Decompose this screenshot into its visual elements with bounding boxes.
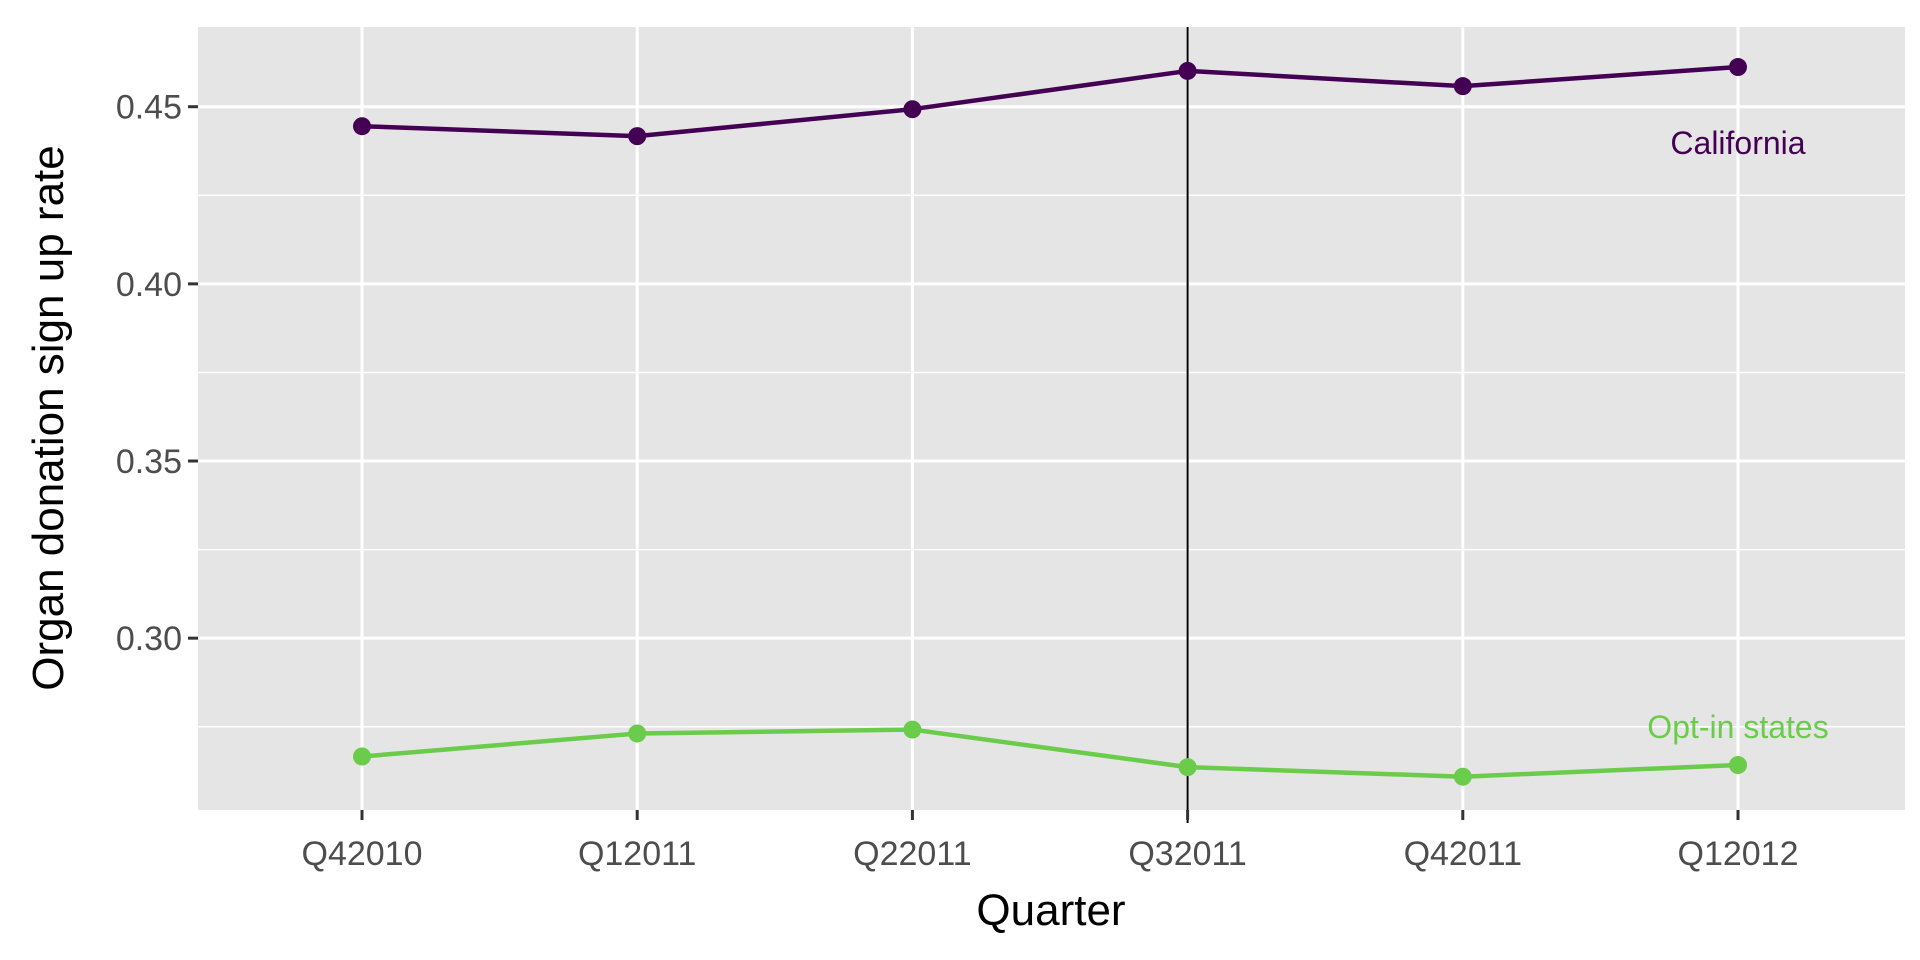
y-tick-label: 0.45 bbox=[116, 89, 182, 127]
series-label: Opt-in states bbox=[1647, 709, 1828, 745]
data-point bbox=[1453, 77, 1472, 96]
y-tick-label: 0.35 bbox=[116, 443, 182, 481]
x-tick-label: Q12011 bbox=[578, 835, 696, 873]
plot-panel bbox=[198, 27, 1905, 810]
x-axis-title: Quarter bbox=[976, 886, 1125, 935]
data-point bbox=[1178, 758, 1197, 777]
data-point bbox=[1178, 61, 1197, 80]
data-point bbox=[903, 100, 922, 119]
x-tick-label: Q42011 bbox=[1404, 835, 1522, 873]
y-tick-label: 0.40 bbox=[116, 266, 182, 304]
data-point bbox=[628, 127, 647, 146]
series-label: California bbox=[1670, 125, 1805, 161]
series-layer: California Opt-in states bbox=[353, 58, 1829, 786]
series-line bbox=[361, 727, 1739, 779]
y-axis-title: Organ donation sign up rate bbox=[24, 145, 73, 691]
y-tick-label: 0.30 bbox=[116, 620, 182, 658]
data-point bbox=[353, 117, 371, 136]
x-tick-label: Q12012 bbox=[1678, 835, 1799, 873]
data-point bbox=[903, 720, 922, 739]
series-line bbox=[361, 64, 1739, 139]
x-tick-label: Q42010 bbox=[302, 835, 423, 873]
x-tick-label: Q22011 bbox=[853, 835, 971, 873]
data-point bbox=[1729, 58, 1747, 77]
minor-gridlines bbox=[198, 194, 1905, 728]
x-tick-label: Q32011 bbox=[1128, 835, 1246, 873]
y-axis: 0.30 0.35 0.40 0.45 bbox=[116, 89, 198, 658]
data-point bbox=[1453, 767, 1472, 786]
data-point bbox=[628, 724, 647, 743]
x-axis: Q42010 Q12011 Q22011 Q32011 Q42011 Q12012 bbox=[302, 810, 1799, 873]
data-point bbox=[353, 747, 371, 766]
data-point bbox=[1729, 756, 1747, 775]
